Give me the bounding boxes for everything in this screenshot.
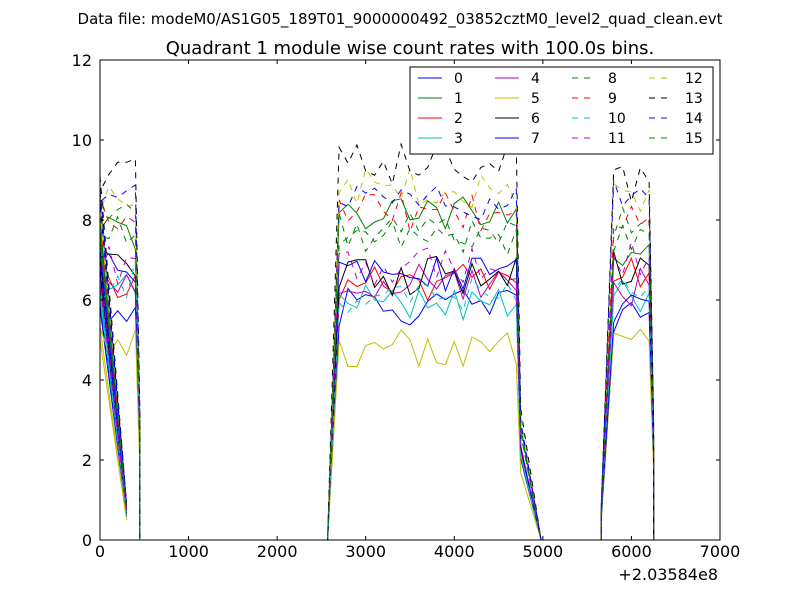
legend-label: 14 (685, 111, 703, 127)
series-layer (100, 142, 655, 540)
legend-label: 6 (531, 111, 540, 127)
legend-box (409, 66, 714, 155)
x-tick-label: 7000 (700, 542, 741, 561)
y-tick-label: 2 (82, 451, 92, 470)
series-line-10 (100, 260, 655, 540)
x-offset-label: +2.03584e8 (618, 565, 718, 584)
x-tick-label: 5000 (522, 542, 563, 561)
y-tick-label: 8 (82, 211, 92, 230)
legend-label: 5 (531, 91, 540, 107)
series-line-13 (100, 142, 655, 540)
x-tick-label: 0 (95, 542, 105, 561)
x-tick-label: 3000 (345, 542, 386, 561)
y-tick-label: 4 (82, 371, 92, 390)
legend-label: 1 (454, 91, 463, 107)
legend-label: 7 (531, 131, 540, 147)
x-tick-label: 4000 (434, 542, 475, 561)
y-tick-label: 10 (72, 131, 92, 150)
legend-label: 3 (454, 131, 463, 147)
y-tick-label: 6 (82, 291, 92, 310)
chart-title: Quadrant 1 module wise count rates with … (166, 38, 655, 59)
legend-label: 0 (454, 71, 463, 87)
x-tick-label: 6000 (611, 542, 652, 561)
x-tick-label: 1000 (168, 542, 209, 561)
legend-label: 15 (685, 131, 703, 147)
legend-label: 2 (454, 111, 463, 127)
legend-label: 11 (608, 131, 626, 147)
chart-suptitle: Data file: modeM0/AS1G05_189T01_90000004… (78, 10, 723, 29)
series-line-8 (100, 202, 655, 540)
series-line-14 (100, 180, 655, 540)
legend-label: 4 (531, 71, 540, 87)
legend-label: 8 (608, 71, 617, 87)
legend-label: 12 (685, 71, 703, 87)
legend-label: 9 (608, 91, 617, 107)
series-line-15 (100, 212, 655, 540)
legend-label: 10 (608, 111, 626, 127)
legend-label: 13 (685, 91, 703, 107)
x-tick-label: 2000 (257, 542, 298, 561)
y-tick-label: 0 (82, 531, 92, 550)
y-tick-label: 12 (72, 51, 92, 70)
